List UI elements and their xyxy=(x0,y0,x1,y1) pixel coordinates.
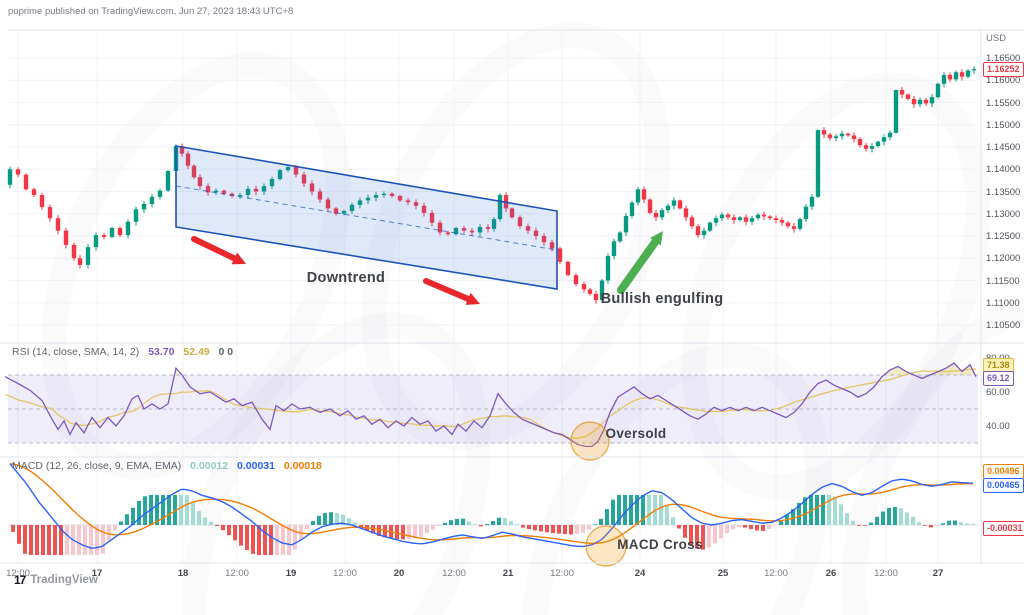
macd-pane xyxy=(8,463,978,555)
macd-cross-circle[interactable] xyxy=(585,525,627,567)
rsi-pane xyxy=(4,362,978,448)
rsi-sma-line xyxy=(4,368,977,439)
channel-midline xyxy=(175,185,558,251)
macd-signal-line xyxy=(9,463,974,545)
candlestick-series xyxy=(7,66,977,304)
macd-line xyxy=(9,463,974,549)
red-arrow-2[interactable] xyxy=(423,278,480,305)
oversold-circle[interactable] xyxy=(570,421,610,461)
rsi-line xyxy=(4,362,977,448)
red-arrow-1[interactable] xyxy=(191,236,246,265)
green-arrow-bullish[interactable] xyxy=(617,231,663,294)
